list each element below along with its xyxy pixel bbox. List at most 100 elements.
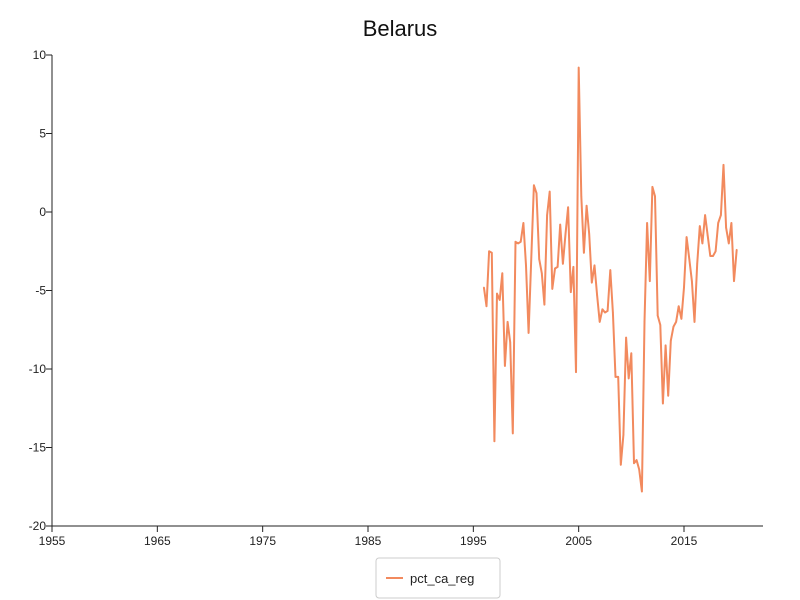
data-point [627, 377, 630, 380]
data-point [601, 308, 604, 311]
data-point [514, 241, 517, 243]
data-point [617, 376, 619, 378]
data-point [509, 341, 512, 344]
data-point [483, 286, 485, 289]
data-point [583, 252, 585, 254]
chart-title: Belarus [363, 16, 438, 41]
data-point [512, 432, 514, 435]
x-tick-label: 2005 [565, 534, 592, 548]
y-tick-label: -15 [29, 441, 47, 455]
y-tick-label: -5 [35, 284, 46, 298]
x-tick-label: 2015 [671, 534, 698, 548]
data-point [522, 222, 525, 224]
data-point [672, 325, 675, 328]
data-point [556, 266, 559, 268]
data-point [701, 242, 704, 245]
series-line-pct_ca_reg [482, 66, 738, 493]
data-point [614, 376, 617, 378]
series-group [482, 66, 738, 493]
data-point [488, 250, 490, 253]
y-axis-ticks: 10 5 0 -5 -10 -15 -20 [29, 48, 52, 533]
data-point [691, 280, 693, 282]
data-point [517, 242, 519, 245]
data-point [548, 190, 551, 193]
data-point [675, 321, 677, 323]
data-point [630, 352, 633, 355]
data-point [662, 402, 664, 405]
x-tick-label: 1975 [249, 534, 276, 548]
data-point [535, 192, 538, 194]
data-point [735, 248, 738, 251]
data-point [717, 222, 719, 224]
legend-label: pct_ca_reg [410, 571, 474, 586]
data-point [519, 241, 522, 243]
data-point [649, 280, 651, 282]
data-point [641, 490, 643, 493]
data-point [493, 440, 496, 443]
data-point [541, 272, 543, 275]
data-point [714, 250, 717, 253]
data-point [588, 233, 590, 235]
data-point [659, 324, 662, 326]
data-point [591, 281, 593, 284]
data-point [498, 299, 501, 301]
data-point [733, 280, 735, 282]
x-tick-label: 1995 [460, 534, 487, 548]
y-tick-label: -10 [29, 362, 47, 376]
data-point [670, 339, 672, 342]
data-point [546, 214, 548, 216]
data-point [720, 214, 722, 216]
data-point [506, 321, 509, 323]
data-point [685, 236, 688, 238]
data-point [564, 233, 567, 235]
data-point [485, 305, 488, 308]
data-point [704, 214, 706, 216]
data-point [596, 294, 598, 297]
data-point [680, 318, 683, 320]
data-point [633, 462, 635, 465]
data-point [696, 263, 698, 265]
y-tick-label: 5 [39, 127, 46, 141]
data-point [706, 234, 709, 237]
legend-box [375, 557, 501, 599]
data-point [575, 371, 577, 373]
data-point [654, 195, 656, 198]
data-point [501, 272, 504, 275]
data-point [667, 394, 669, 397]
data-point [496, 292, 498, 295]
data-point [580, 195, 583, 198]
data-point [527, 332, 530, 334]
data-point [554, 267, 556, 270]
data-point [625, 336, 627, 339]
data-point [504, 365, 506, 367]
y-tick-label: -20 [29, 519, 47, 533]
data-point [567, 206, 569, 209]
data-point [635, 459, 638, 461]
data-point [683, 286, 685, 289]
data-point [643, 321, 646, 323]
data-point [577, 66, 580, 69]
data-point [543, 303, 546, 306]
data-point [562, 263, 564, 265]
data-point [677, 305, 680, 308]
data-point [533, 184, 535, 187]
data-point [609, 269, 612, 271]
y-tick-label: 10 [33, 48, 47, 62]
data-point [688, 258, 691, 260]
x-axis-ticks: 1955 1965 1975 1985 1995 2005 2015 [39, 526, 698, 548]
data-point [612, 311, 614, 314]
data-point [638, 468, 640, 471]
data-point [598, 321, 601, 323]
legend: pct_ca_reg [375, 557, 501, 599]
data-point [593, 264, 596, 267]
data-point [620, 464, 622, 466]
x-tick-label: 1965 [144, 534, 171, 548]
data-point [725, 226, 727, 229]
y-tick-label: 0 [39, 205, 46, 219]
data-point [699, 225, 701, 227]
x-tick-label: 1955 [39, 534, 66, 548]
data-point [651, 186, 654, 188]
data-point [656, 314, 659, 317]
data-point [572, 266, 575, 268]
